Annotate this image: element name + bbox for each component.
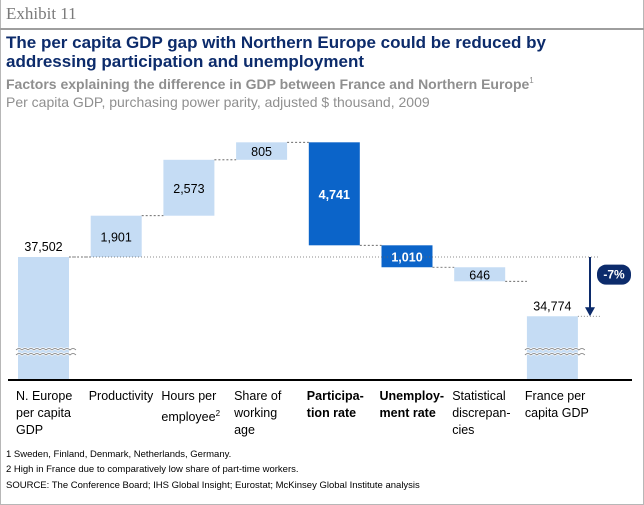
gap-arrow-head [585,307,595,317]
x-label-discrepancies: Statistical discrepan-cies [452,389,511,437]
x-label-n-europe: N. Europe per capita GDP [16,389,73,437]
x-label-productivity: Productivity [88,389,154,403]
x-label-hours: Hours per employee2 [161,389,221,424]
source-note: SOURCE: The Conference Board; IHS Global… [6,480,420,491]
data-label: 805 [251,145,272,159]
chart-title: The per capita GDP gap with Northern Eur… [6,33,546,71]
data-label: 2,573 [173,182,204,196]
axis-break-line [524,348,586,351]
data-label: 4,741 [319,188,350,202]
footnote-1: 1 Sweden, Finland, Denmark, Netherlands,… [6,449,232,460]
bar-share-working-age [236,142,288,160]
bar-productivity [90,215,142,257]
gap-annotation-badge [597,264,631,285]
bar-discrepancies [454,267,506,282]
chart-subtitle: Factors explaining the difference in GDP… [6,76,626,92]
bar-unemployment [381,245,433,268]
footnote-2: 2 High in France due to comparatively lo… [6,464,299,475]
chart-units: Per capita GDP, purchasing power parity,… [6,94,430,110]
bar-participation [308,142,360,246]
x-label-participation: Participa-tion rate [306,389,364,420]
x-label-france: France per capita GDP [524,389,589,420]
axis-break-line [15,353,77,356]
subtitle-footnote-ref: 1 [529,76,534,85]
gap-annotation-label: -7% [603,268,625,282]
data-label: 34,774 [533,299,571,313]
data-label: 1,901 [101,230,132,244]
bar-n-europe [18,257,69,380]
data-label: 37,502 [24,240,62,254]
x-label-share-working-age: Share of working age [234,389,282,437]
axis-break-line [524,353,586,356]
axis-break-line [15,348,77,351]
subtitle-text: Factors explaining the difference in GDP… [6,76,530,92]
x-label-unemployment: Unemploy-ment rate [379,389,445,420]
data-label: 646 [469,268,490,282]
exhibit-rule [0,28,644,30]
data-label: 1,010 [391,250,422,264]
exhibit-label: Exhibit 11 [6,4,77,23]
bar-hours [163,159,215,216]
